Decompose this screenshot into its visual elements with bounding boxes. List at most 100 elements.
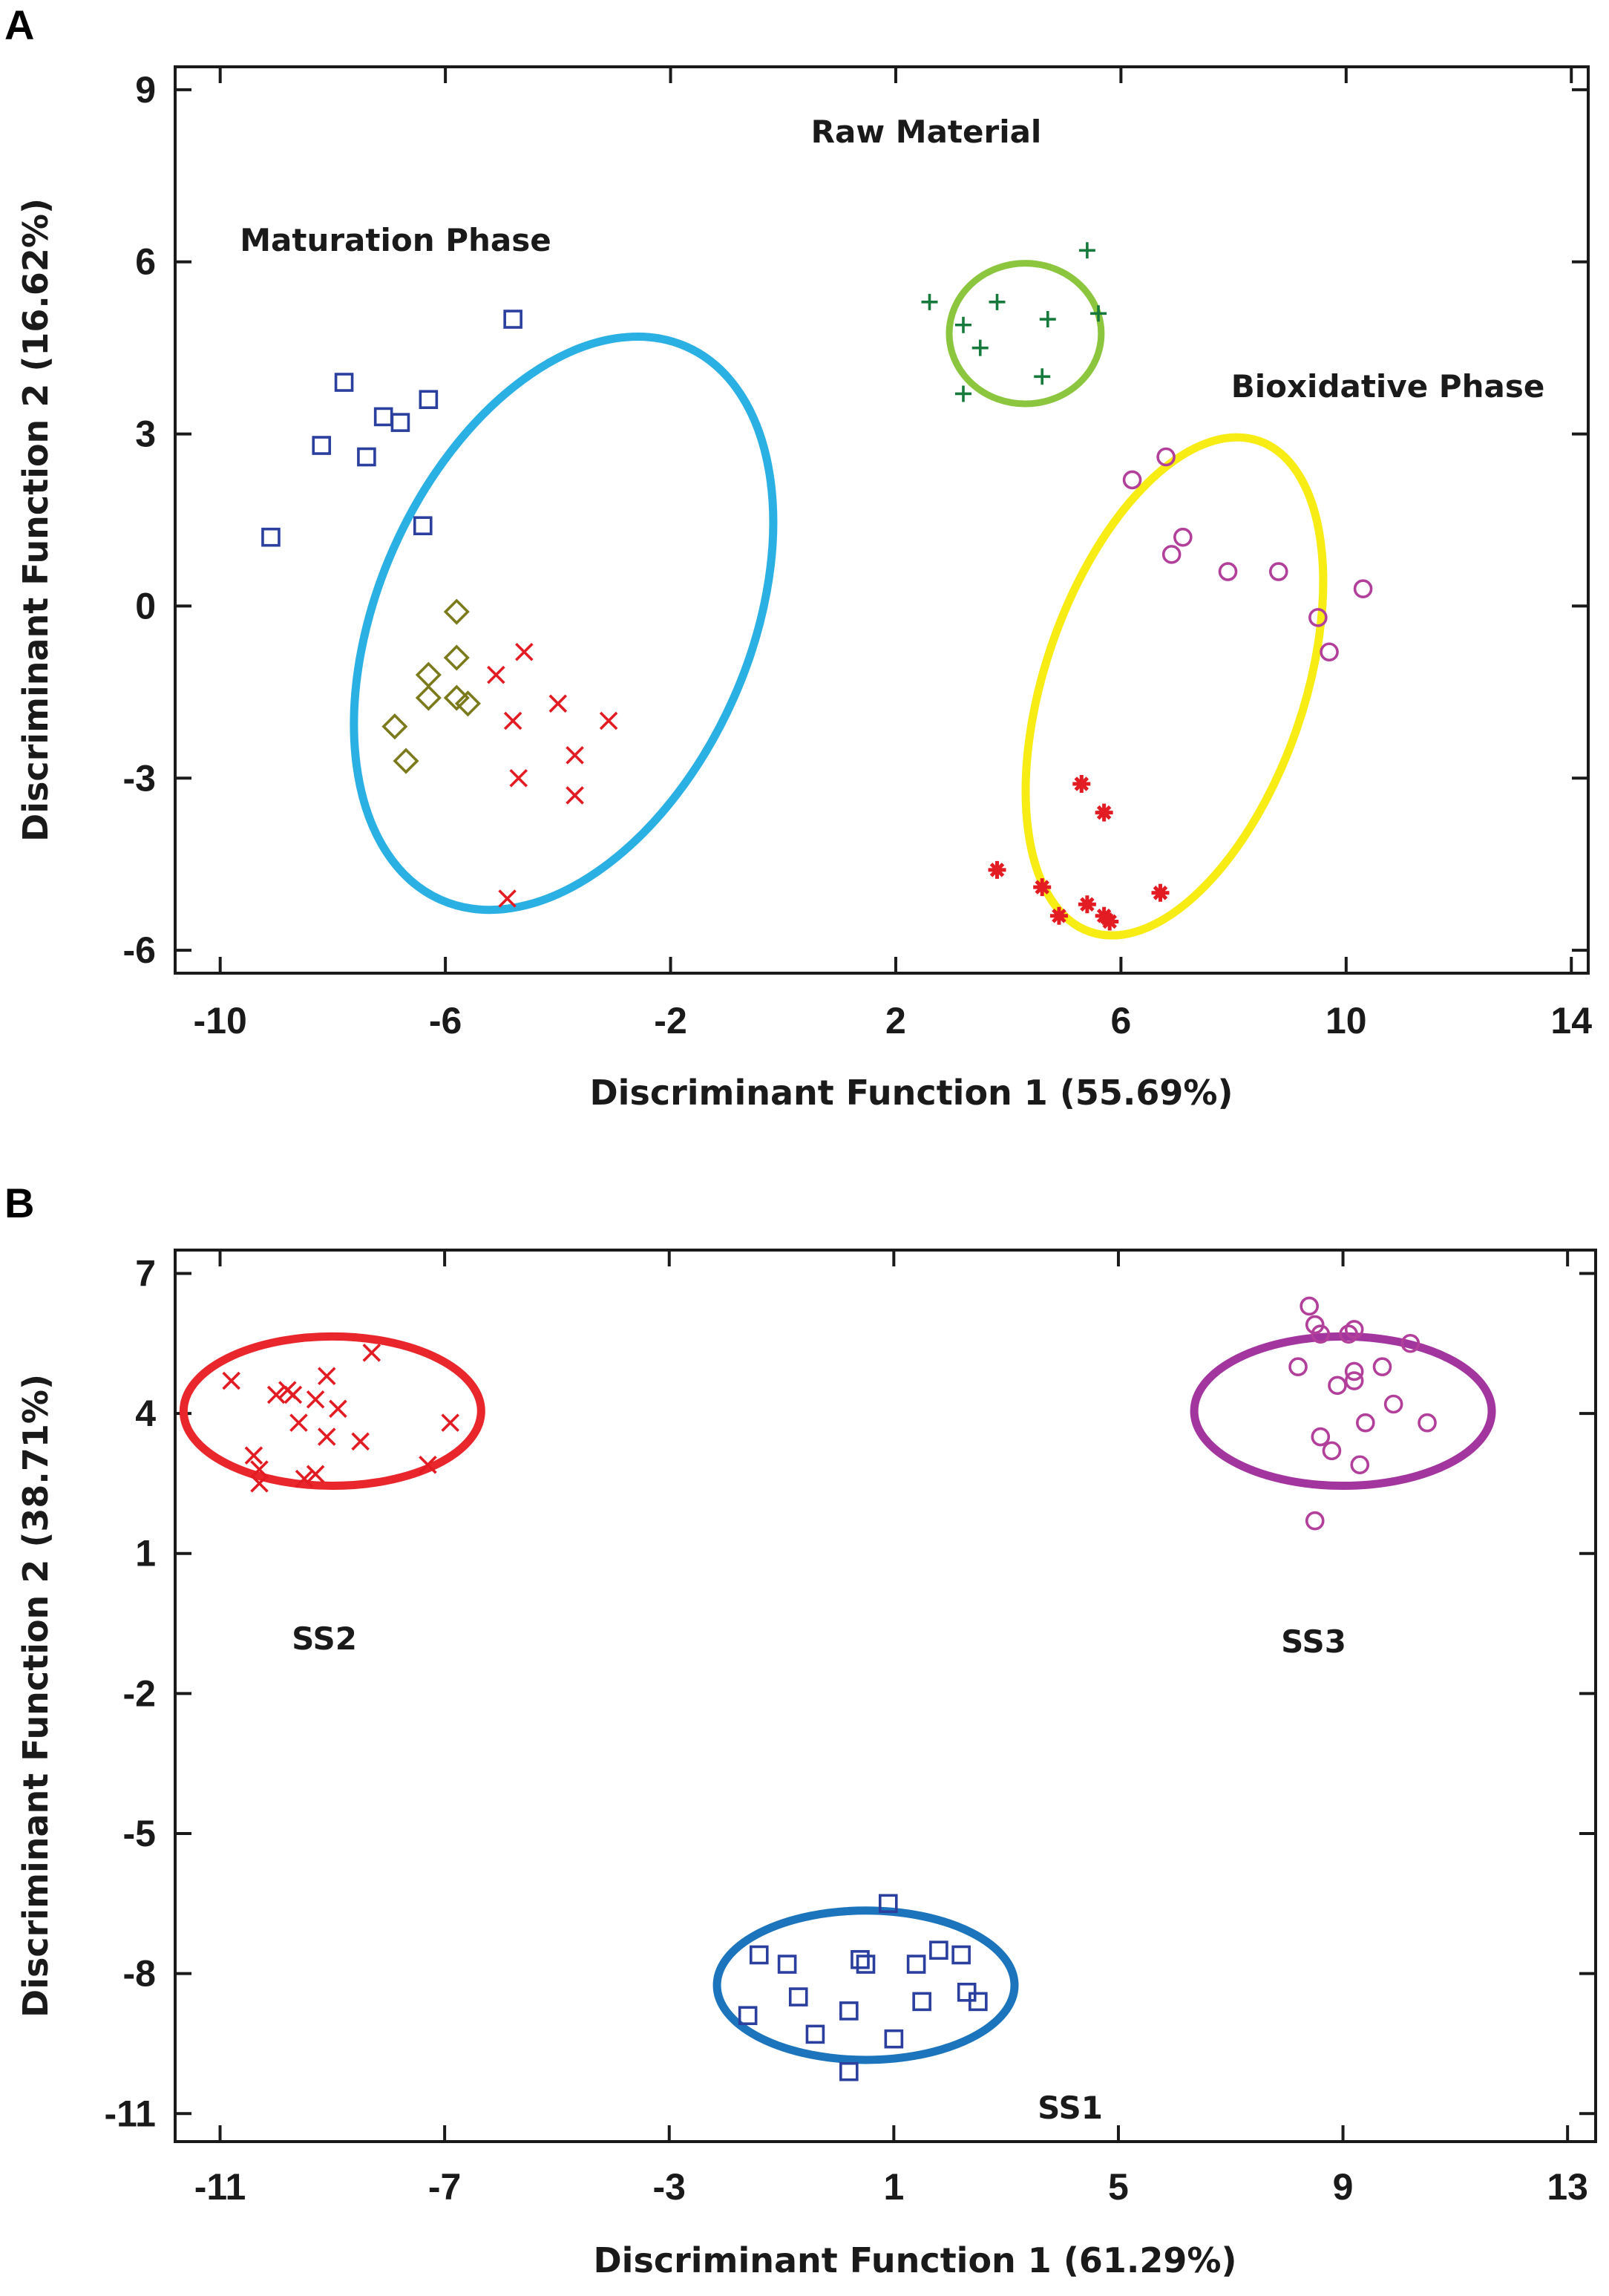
data-point	[1400, 1333, 1420, 1353]
data-point	[878, 1894, 898, 1914]
plot-frame	[174, 1249, 1597, 2143]
series-ss3	[1288, 1296, 1437, 1531]
data-point	[1353, 579, 1373, 599]
x-tick-label: 9	[1333, 2166, 1354, 2208]
y-tick-label: -5	[123, 1813, 156, 1854]
y-tick-label: -8	[123, 1953, 156, 1995]
series-bioxidative-stars	[988, 774, 1170, 931]
data-point	[1095, 803, 1113, 822]
data-point	[413, 516, 433, 536]
data-point	[261, 527, 281, 547]
data-point	[334, 373, 354, 392]
x-tick-label: -3	[653, 2166, 686, 2208]
data-point	[289, 1413, 308, 1432]
data-point	[599, 711, 618, 730]
data-point	[1156, 447, 1176, 467]
data-point	[419, 1455, 437, 1474]
data-point	[1344, 1361, 1364, 1381]
data-point	[503, 711, 522, 730]
data-point	[503, 310, 522, 329]
data-point	[393, 748, 419, 774]
data-point	[929, 1940, 948, 1960]
data-point	[1372, 1357, 1392, 1376]
y-tick-label: 4	[135, 1393, 156, 1434]
y-tick-label: -3	[123, 757, 156, 799]
y-tick-label: 3	[135, 413, 156, 455]
data-point	[1320, 642, 1339, 662]
chart-b-svg: -11 -7 -3 1 5 9 13 -11 -8 -5 -2 1 4 7 Discriminant Fun…	[16, 1249, 1597, 2280]
y-tick-label: 9	[135, 69, 156, 111]
data-point	[969, 1992, 988, 2012]
series-maturation-diamonds	[381, 598, 481, 774]
data-point	[250, 1474, 269, 1493]
y-tick-label: -6	[123, 929, 156, 971]
x-tick-label: -7	[428, 2166, 461, 2208]
data-point	[1339, 1324, 1358, 1344]
data-point	[306, 1465, 325, 1484]
data-point	[441, 1413, 459, 1432]
x-tick-label: 1	[883, 2166, 904, 2208]
x-tick-label: 6	[1110, 1000, 1131, 1041]
group-ellipse-ss1	[712, 1906, 1019, 2064]
data-point	[856, 1955, 876, 1974]
data-point	[454, 690, 481, 717]
group-ellipse-ss3	[1190, 1332, 1496, 1491]
data-point	[1049, 906, 1068, 925]
data-point	[1161, 545, 1182, 564]
data-point	[954, 316, 971, 333]
series-raw-material	[921, 242, 1107, 402]
data-point	[884, 2029, 904, 2049]
y-tick-label: 7	[135, 1252, 156, 1294]
data-point	[1033, 878, 1052, 897]
data-point	[415, 684, 442, 711]
data-point	[295, 1469, 314, 1488]
data-point	[443, 644, 470, 671]
data-point	[381, 713, 408, 740]
y-axis-title: Discriminant Function 2 (16.62%)	[16, 198, 56, 842]
data-point	[317, 1367, 336, 1386]
data-point	[357, 447, 376, 467]
group-label-bioxidative-phase: Bioxidative Phase	[1231, 368, 1545, 405]
data-point	[1311, 1324, 1331, 1344]
data-point	[1101, 912, 1119, 931]
data-point	[1350, 1455, 1370, 1475]
data-point	[419, 390, 439, 410]
group-ellipse-bioxidative-phase	[1021, 433, 1328, 940]
data-point	[351, 1432, 370, 1451]
series-ss1	[738, 1894, 988, 2081]
data-point	[1305, 1511, 1325, 1531]
group-label-ss2: SS2	[292, 1620, 357, 1657]
y-tick-label: 0	[135, 585, 156, 627]
data-point	[306, 1390, 325, 1409]
data-point	[788, 1987, 808, 2006]
y-tick-label: 1	[135, 1533, 156, 1574]
series-ss2	[222, 1344, 459, 1493]
y-tick-label: -2	[123, 1672, 156, 1714]
x-tick-label: 14	[1550, 1000, 1592, 1041]
data-point	[498, 889, 517, 908]
data-point	[548, 694, 568, 713]
data-point	[839, 2061, 859, 2081]
data-point	[1356, 1413, 1375, 1433]
data-point	[266, 1385, 286, 1404]
y-tick-label: -11	[104, 2093, 156, 2134]
x-tick-label: 2	[885, 1000, 906, 1041]
y-axis-title: Discriminant Function 2 (38.71%)	[16, 1374, 56, 2018]
data-point	[1300, 1296, 1319, 1316]
data-point	[989, 293, 1006, 310]
data-point	[329, 1399, 347, 1419]
x-tick-label: 13	[1547, 2166, 1588, 2208]
x-tick-label: -11	[194, 2166, 246, 2208]
group-label-maturation-phase: Maturation Phase	[240, 222, 551, 258]
data-point	[1173, 527, 1193, 547]
data-point	[1308, 608, 1328, 627]
panel-letter-a: A	[4, 1, 35, 48]
data-point	[1288, 1357, 1308, 1376]
data-point	[1090, 305, 1107, 322]
chart-a-svg: -10 -6 -2 2 6 10 14 -6 -3 0 3 6 9 Discriminant Functi…	[16, 65, 1592, 1113]
y-tick-label: 6	[135, 241, 156, 283]
data-point	[1151, 883, 1170, 902]
plot-frame	[174, 65, 1590, 975]
x-tick-label: -6	[429, 1000, 462, 1041]
data-point	[805, 2024, 825, 2044]
